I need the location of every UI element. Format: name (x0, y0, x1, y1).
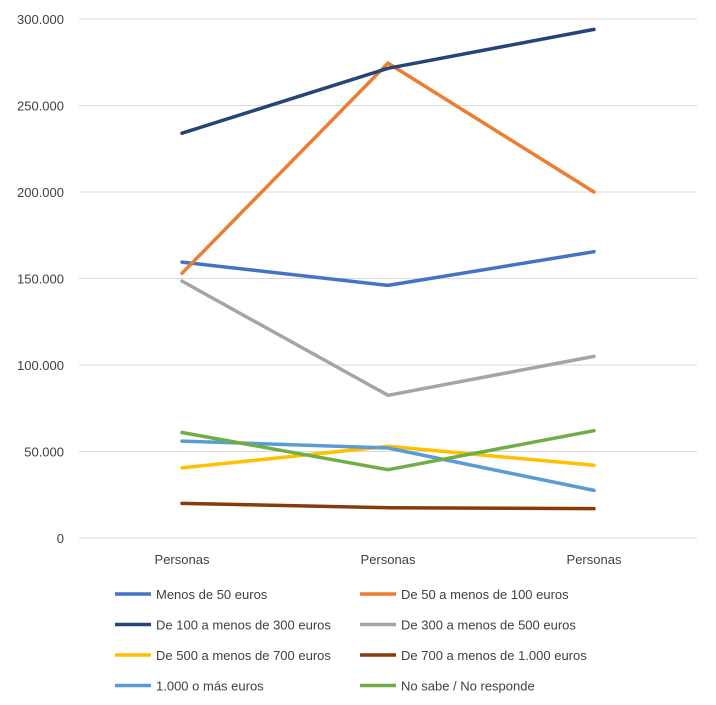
legend-label: No sabe / No responde (401, 679, 535, 694)
series-lines (180, 27, 596, 511)
legend-label: De 50 a menos de 100 euros (401, 587, 569, 602)
legend-label: De 700 a menos de 1.000 euros (401, 648, 587, 663)
legend-item: De 700 a menos de 1.000 euros (360, 648, 587, 663)
series-line (180, 428, 596, 472)
series-line (180, 501, 596, 511)
x-axis-ticks: Personas Personas Personas (155, 552, 622, 567)
series-line (180, 61, 596, 276)
y-tick-label: 0 (57, 531, 64, 546)
y-tick-label: 50.000 (24, 445, 64, 460)
legend: Menos de 50 euros De 50 a menos de 100 eu… (115, 587, 587, 694)
y-tick-label: 150.000 (17, 272, 64, 287)
legend-item: De 300 a menos de 500 euros (360, 618, 576, 633)
y-tick-label: 250.000 (17, 99, 64, 114)
legend-label: De 100 a menos de 300 euros (156, 618, 331, 633)
legend-label: De 500 a menos de 700 euros (156, 648, 331, 663)
series-line (180, 439, 596, 493)
y-tick-label: 100.000 (17, 358, 64, 373)
x-tick-label: Personas (155, 552, 210, 567)
legend-label: Menos de 50 euros (156, 587, 268, 602)
legend-label: 1.000 o más euros (156, 679, 264, 694)
legend-item: 1.000 o más euros (115, 679, 264, 694)
y-axis-ticks: 0 50.000 100.000 150.000 200.000 250.000 300.0… (17, 12, 64, 546)
grid-layer (79, 18, 697, 539)
x-tick-label: Personas (361, 552, 416, 567)
x-tick-label: Personas (567, 552, 622, 567)
y-tick-label: 300.000 (17, 12, 64, 27)
series-line (180, 249, 596, 288)
series-line (180, 27, 596, 135)
legend-item: De 100 a menos de 300 euros (115, 618, 331, 633)
legend-label: De 300 a menos de 500 euros (401, 618, 576, 633)
y-tick-label: 200.000 (17, 185, 64, 200)
legend-item: De 50 a menos de 100 euros (360, 587, 569, 602)
legend-item: No sabe / No responde (360, 679, 535, 694)
legend-item: Menos de 50 euros (115, 587, 268, 602)
series-line (180, 279, 596, 398)
legend-item: De 500 a menos de 700 euros (115, 648, 331, 663)
